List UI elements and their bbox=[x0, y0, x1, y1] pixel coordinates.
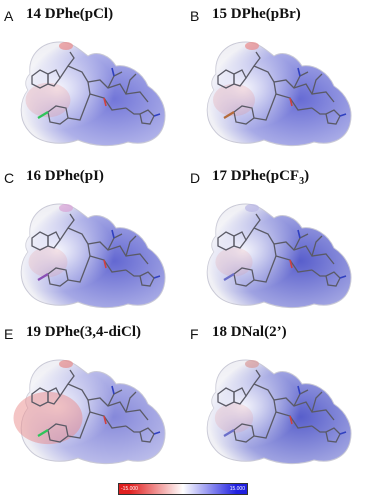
panel-title: 19 DPhe(3,4-diCl) bbox=[26, 324, 141, 340]
electrostatic-surface-image bbox=[20, 203, 166, 309]
panel-letter: D bbox=[190, 170, 201, 186]
electrostatic-surface-image bbox=[13, 359, 166, 465]
panel-title: 15 DPhe(pBr) bbox=[212, 6, 301, 22]
panel-e: E 19 DPhe(3,4-diCl) bbox=[4, 324, 176, 472]
panel-title: 16 DPhe(pI) bbox=[26, 168, 104, 184]
panel-title-tail: ) bbox=[304, 168, 310, 184]
negative-potential-region bbox=[214, 403, 254, 433]
panel-a: A 14 DPhe(pCl) bbox=[4, 6, 176, 154]
surface-highlight bbox=[245, 42, 259, 50]
stick-model bbox=[217, 369, 341, 443]
colorbar-low-label: -15.000 bbox=[121, 486, 138, 492]
electrostatic-surface-image bbox=[20, 41, 166, 147]
surface-highlight bbox=[245, 204, 259, 212]
panel-letter: B bbox=[190, 8, 200, 24]
panel-title: 17 DPhe(pCF3) bbox=[212, 168, 309, 187]
panel-title-subscript: 3 bbox=[299, 176, 305, 187]
stick-model bbox=[217, 51, 341, 125]
negative-potential-region bbox=[25, 82, 71, 118]
panel-d: D 17 DPhe(pCF3) bbox=[190, 168, 362, 316]
panel-title-main: 17 DPhe(pCF bbox=[212, 168, 300, 184]
panel-letter: C bbox=[4, 170, 15, 186]
electrostatic-surface-image bbox=[206, 359, 352, 465]
stick-model bbox=[31, 51, 155, 125]
colorbar-high-label: 15.000 bbox=[229, 486, 245, 492]
panel-c: C 16 DPhe(pI) bbox=[4, 168, 176, 316]
negative-potential-region bbox=[213, 83, 255, 117]
surface-highlight bbox=[59, 204, 73, 212]
panel-letter: F bbox=[190, 326, 199, 342]
panel-title: 14 DPhe(pCl) bbox=[26, 6, 114, 22]
panel-f: F 18 DNal(2’) bbox=[190, 324, 362, 472]
negative-potential-region bbox=[215, 247, 253, 277]
surface-highlight bbox=[59, 42, 73, 50]
panel-letter: A bbox=[4, 8, 14, 24]
surface-highlight bbox=[245, 360, 259, 368]
negative-potential-region bbox=[13, 391, 83, 445]
panel-title: 18 DNal(2’) bbox=[212, 324, 287, 340]
surface-highlight bbox=[59, 360, 73, 368]
electrostatic-surface-image bbox=[206, 41, 352, 147]
negative-potential-region bbox=[28, 246, 68, 278]
panel-letter: E bbox=[4, 326, 14, 342]
potential-colorbar: -15.000 15.000 bbox=[118, 483, 248, 495]
panel-b: B 15 DPhe(pBr) bbox=[190, 6, 362, 154]
electrostatic-surface-image bbox=[206, 203, 352, 309]
